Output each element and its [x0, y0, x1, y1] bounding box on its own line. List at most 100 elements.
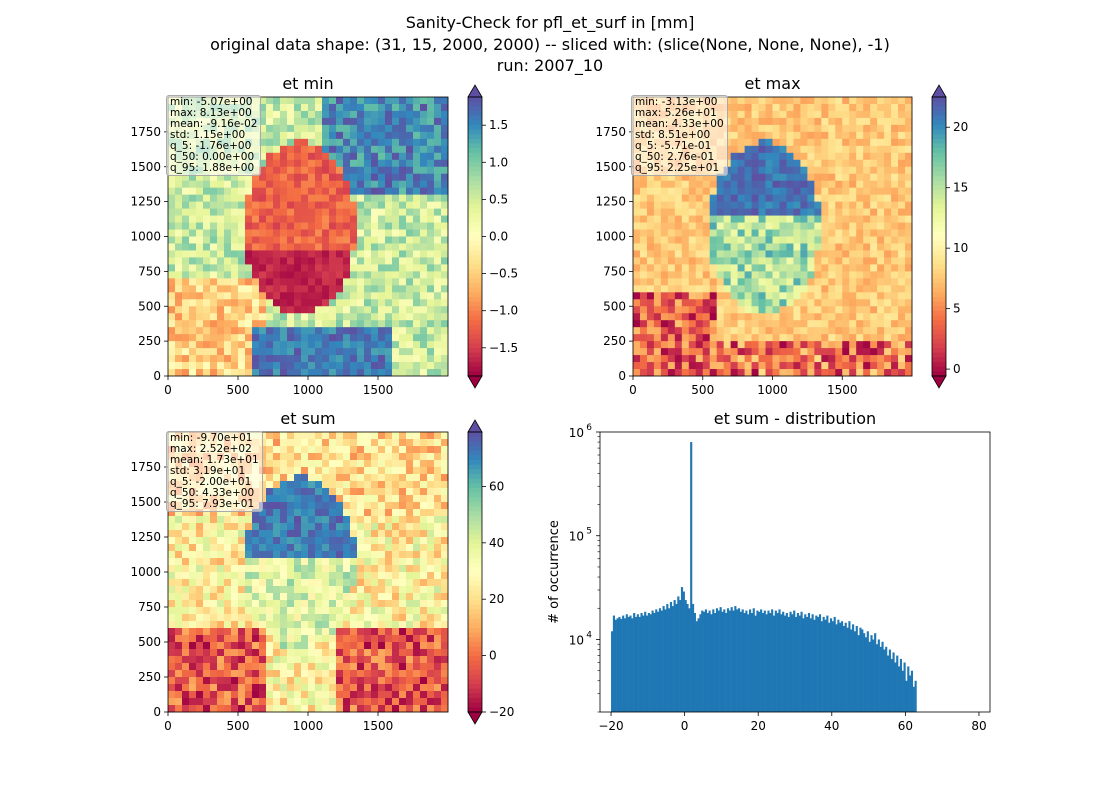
heatmap-cell	[287, 341, 295, 349]
heatmap-cell	[371, 348, 379, 356]
heatmap-cell	[639, 194, 648, 203]
heatmap-cell	[709, 341, 718, 349]
heatmap-cell	[175, 649, 183, 657]
heatmap-cell	[427, 544, 435, 552]
heatmap-cell	[224, 250, 232, 258]
heatmap-cell	[280, 285, 288, 293]
heatmap-cell	[210, 537, 218, 545]
heatmap-cell	[350, 124, 358, 133]
heatmap-cell	[814, 313, 822, 321]
heatmap-cell	[308, 327, 316, 335]
heatmap-cell	[378, 537, 386, 545]
heatmap-cell	[294, 544, 302, 552]
heatmap-cell	[252, 565, 260, 573]
heatmap-cell	[702, 369, 711, 377]
heatmap-cell	[688, 264, 697, 272]
heatmap-cell	[695, 187, 704, 196]
heatmap-cell	[786, 117, 794, 126]
heatmap-cell	[378, 572, 386, 580]
heatmap-cell	[378, 208, 386, 216]
heatmap-cell	[175, 516, 183, 524]
heatmap-cell	[765, 222, 773, 230]
heatmap-cell	[203, 691, 211, 699]
heatmap-cell	[842, 110, 850, 119]
heatmap-cell	[322, 705, 330, 713]
heatmap-cell	[786, 97, 794, 105]
y-tick-label: 1500	[595, 160, 626, 174]
heatmap-cell	[870, 152, 878, 161]
heatmap-cell	[329, 334, 337, 342]
heatmap-cell	[308, 334, 316, 342]
heatmap-cell	[357, 208, 365, 216]
heatmap-cell	[399, 509, 407, 517]
heatmap-cell	[308, 614, 316, 622]
heatmap-cell	[301, 166, 309, 175]
heatmap-cell	[294, 117, 302, 126]
heatmap-cell	[385, 698, 393, 706]
heatmap-cell	[182, 243, 190, 251]
heatmap-cell	[168, 243, 176, 251]
heatmap-cell	[336, 565, 344, 573]
heatmap-cell	[273, 635, 281, 643]
heatmap-cell	[196, 607, 204, 615]
heatmap-cell	[168, 684, 176, 692]
heatmap-cell	[224, 691, 232, 699]
heatmap-cell	[695, 236, 704, 244]
heatmap-cell	[441, 278, 449, 286]
colorbar-segment	[932, 306, 946, 312]
heatmap-cell	[175, 278, 183, 286]
heatmap-cell	[399, 362, 407, 370]
heatmap-cell	[336, 621, 344, 629]
heatmap-cell	[716, 271, 725, 279]
colorbar-segment	[932, 334, 946, 340]
heatmap-cell	[800, 292, 808, 300]
heatmap-cell	[350, 201, 358, 210]
heatmap-cell	[653, 348, 662, 356]
heatmap-cell	[737, 201, 746, 210]
heatmap-cell	[413, 565, 421, 573]
heatmap-cell	[245, 649, 253, 657]
heatmap-cell	[392, 593, 400, 601]
heatmap-cell	[716, 369, 725, 377]
heatmap-cell	[441, 222, 449, 230]
heatmap-cell	[210, 677, 218, 685]
heatmap-cell	[905, 320, 913, 328]
heatmap-cell	[779, 152, 787, 161]
heatmap-cell	[294, 663, 302, 671]
heatmap-cell	[427, 614, 435, 622]
heatmap-cell	[357, 334, 365, 342]
heatmap-cell	[399, 278, 407, 286]
heatmap-cell	[772, 173, 780, 182]
heatmap-cell	[329, 250, 337, 258]
heatmap-cell	[336, 138, 344, 147]
heatmap-cell	[308, 355, 316, 363]
heatmap-cell	[441, 194, 449, 203]
heatmap-cell	[884, 341, 892, 349]
heatmap-cell	[231, 201, 239, 210]
heatmap-cell	[210, 313, 218, 321]
heatmap-cell	[259, 320, 267, 328]
colorbar-segment	[468, 269, 482, 275]
heatmap-cell	[308, 243, 316, 251]
heatmap-cell	[210, 306, 218, 314]
heatmap-cell	[772, 320, 780, 328]
heatmap-cell	[364, 215, 372, 223]
heatmap-cell	[653, 257, 662, 265]
heatmap-cell	[343, 362, 351, 370]
heatmap-cell	[434, 306, 442, 314]
heatmap-cell	[301, 264, 309, 272]
heatmap-cell	[849, 97, 857, 105]
colorbar-segment	[468, 357, 482, 363]
colorbar-segment	[932, 287, 946, 293]
heatmap-cell	[273, 565, 281, 573]
heatmap-cell	[891, 103, 899, 112]
colorbar-segment	[932, 269, 946, 275]
heatmap-cell	[870, 236, 878, 244]
colorbar-tick-label: 20	[953, 120, 968, 134]
heatmap-cell	[266, 173, 274, 182]
heatmap-cell	[674, 362, 683, 370]
heatmap-cell	[891, 173, 899, 182]
heatmap-cell	[399, 453, 407, 461]
heatmap-cell	[203, 173, 211, 182]
heatmap-cell	[716, 306, 725, 314]
